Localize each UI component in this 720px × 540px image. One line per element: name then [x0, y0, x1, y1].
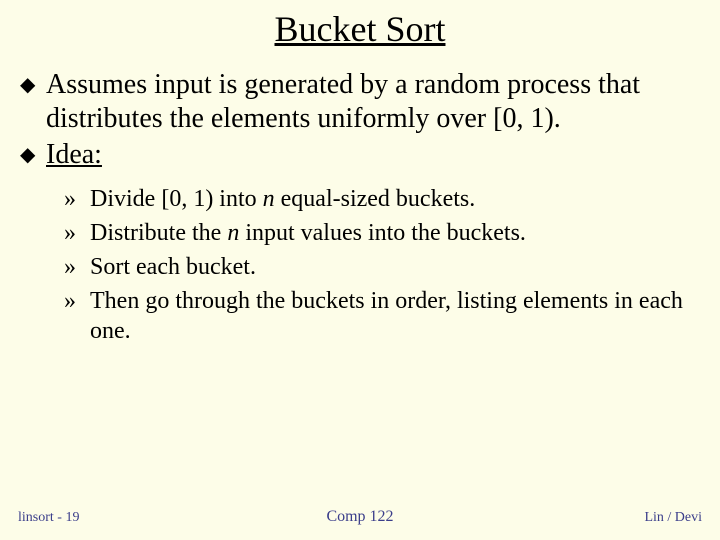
slide-title: Bucket Sort — [0, 0, 720, 68]
sub-row-1: » Divide [0, 1) into n equal-sized bucke… — [64, 184, 698, 214]
bullet-text-1: Assumes input is generated by a random p… — [46, 68, 698, 136]
raquo-icon: » — [64, 184, 90, 214]
sub-bullet-block: » Divide [0, 1) into n equal-sized bucke… — [18, 174, 698, 346]
idea-label: Idea: — [46, 139, 102, 170]
sub-row-4: » Then go through the buckets in order, … — [64, 286, 698, 346]
sub-row-3: » Sort each bucket. — [64, 252, 698, 282]
sub2-part-b: input values into the buckets. — [239, 220, 526, 246]
diamond-icon: ◆ — [18, 138, 46, 172]
footer-left: linsort - 19 — [18, 510, 79, 526]
footer-center: Comp 122 — [326, 508, 393, 526]
sub2-part-a: Distribute the — [90, 220, 227, 246]
sub-text-4: Then go through the buckets in order, li… — [90, 286, 698, 346]
bullet-row-2: ◆ Idea: — [18, 138, 698, 172]
slide-footer: linsort - 19 Comp 122 Lin / Devi — [0, 510, 720, 526]
raquo-icon: » — [64, 286, 90, 316]
bullet-text-2: Idea: — [46, 138, 102, 172]
sub-text-1: Divide [0, 1) into n equal-sized buckets… — [90, 184, 475, 214]
raquo-icon: » — [64, 218, 90, 248]
sub2-n: n — [227, 220, 239, 246]
sub-text-2: Distribute the n input values into the b… — [90, 218, 526, 248]
footer-right: Lin / Devi — [644, 510, 702, 526]
sub-text-3: Sort each bucket. — [90, 252, 256, 282]
sub1-part-a: Divide [0, 1) into — [90, 186, 263, 212]
slide-content: ◆ Assumes input is generated by a random… — [0, 68, 720, 346]
sub-row-2: » Distribute the n input values into the… — [64, 218, 698, 248]
raquo-icon: » — [64, 252, 90, 282]
bullet-row-1: ◆ Assumes input is generated by a random… — [18, 68, 698, 136]
sub1-part-b: equal-sized buckets. — [275, 186, 476, 212]
diamond-icon: ◆ — [18, 68, 46, 102]
sub1-n: n — [263, 186, 275, 212]
slide: Bucket Sort ◆ Assumes input is generated… — [0, 0, 720, 540]
